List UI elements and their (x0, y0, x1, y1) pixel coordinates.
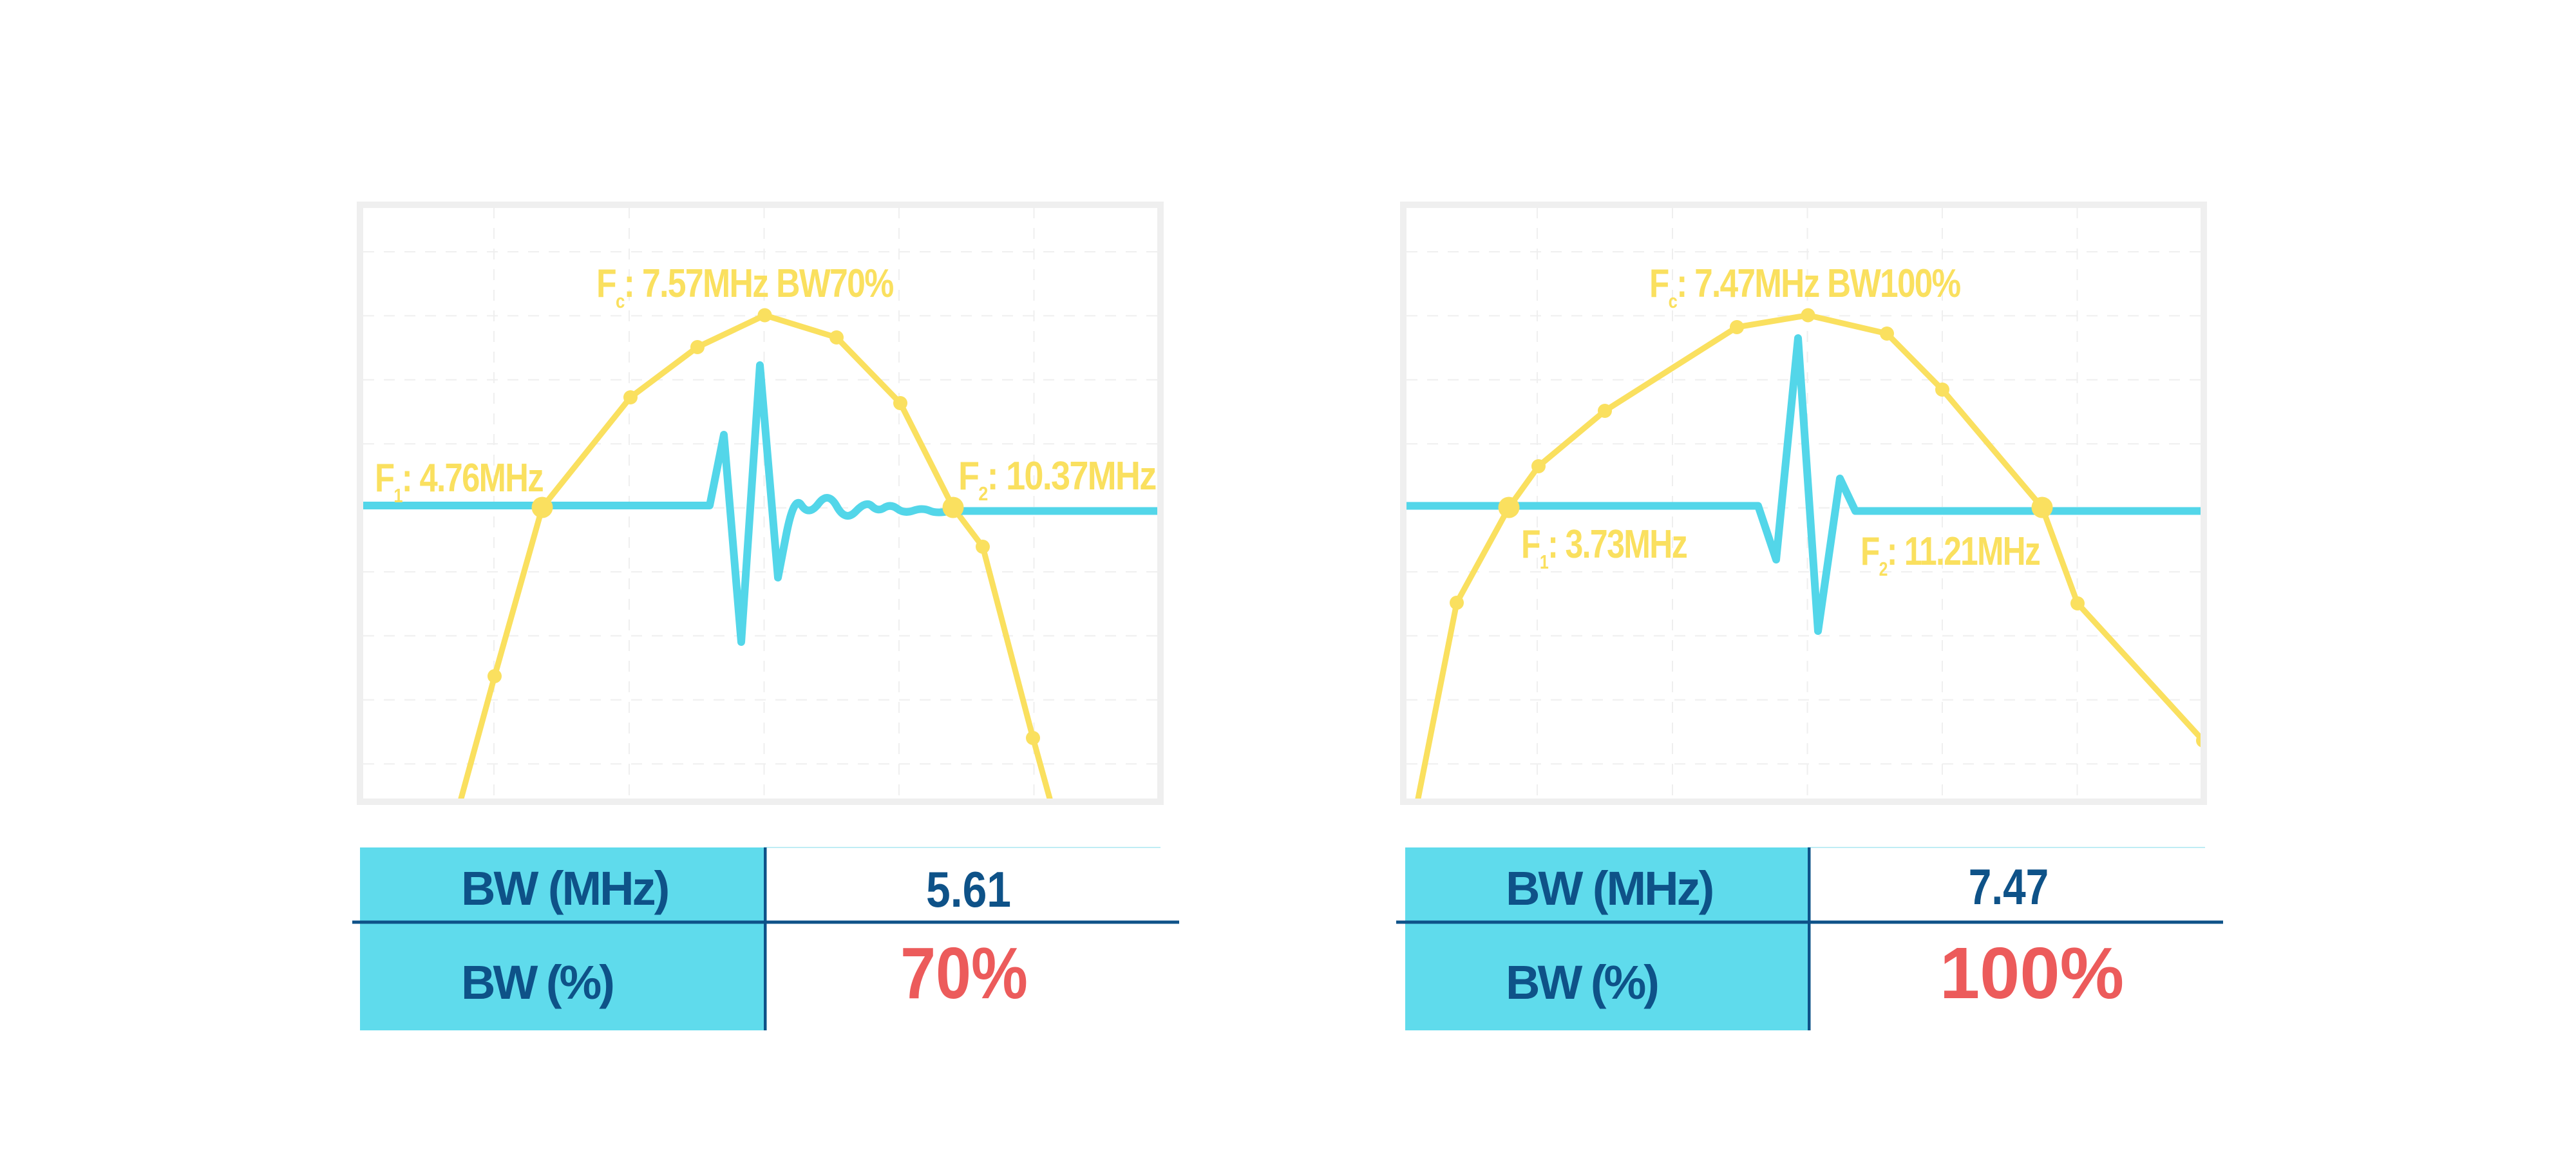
svg-text:Fc: 7.57MHz BW70%: Fc: 7.57MHz BW70% (596, 261, 894, 313)
svg-text:7.47: 7.47 (1969, 859, 2049, 915)
svg-text:70%: 70% (900, 933, 1028, 1014)
svg-text:BW (%): BW (%) (461, 956, 612, 1009)
svg-text:BW (MHz): BW (MHz) (461, 862, 668, 915)
svg-text:BW (%): BW (%) (1506, 956, 1657, 1009)
svg-text:BW (MHz): BW (MHz) (1506, 862, 1712, 915)
svg-text:5.61: 5.61 (926, 862, 1011, 918)
svg-text:F1: 4.76MHz: F1: 4.76MHz (375, 456, 543, 506)
svg-text:F2: 10.37MHz: F2: 10.37MHz (958, 454, 1156, 506)
svg-text:100%: 100% (1940, 932, 2124, 1014)
svg-text:F2: 11.21MHz: F2: 11.21MHz (1861, 529, 2040, 580)
svg-text:F1: 3.73MHz: F1: 3.73MHz (1521, 522, 1687, 573)
svg-text:Fc: 7.47MHz BW100%: Fc: 7.47MHz BW100% (1649, 261, 1961, 312)
